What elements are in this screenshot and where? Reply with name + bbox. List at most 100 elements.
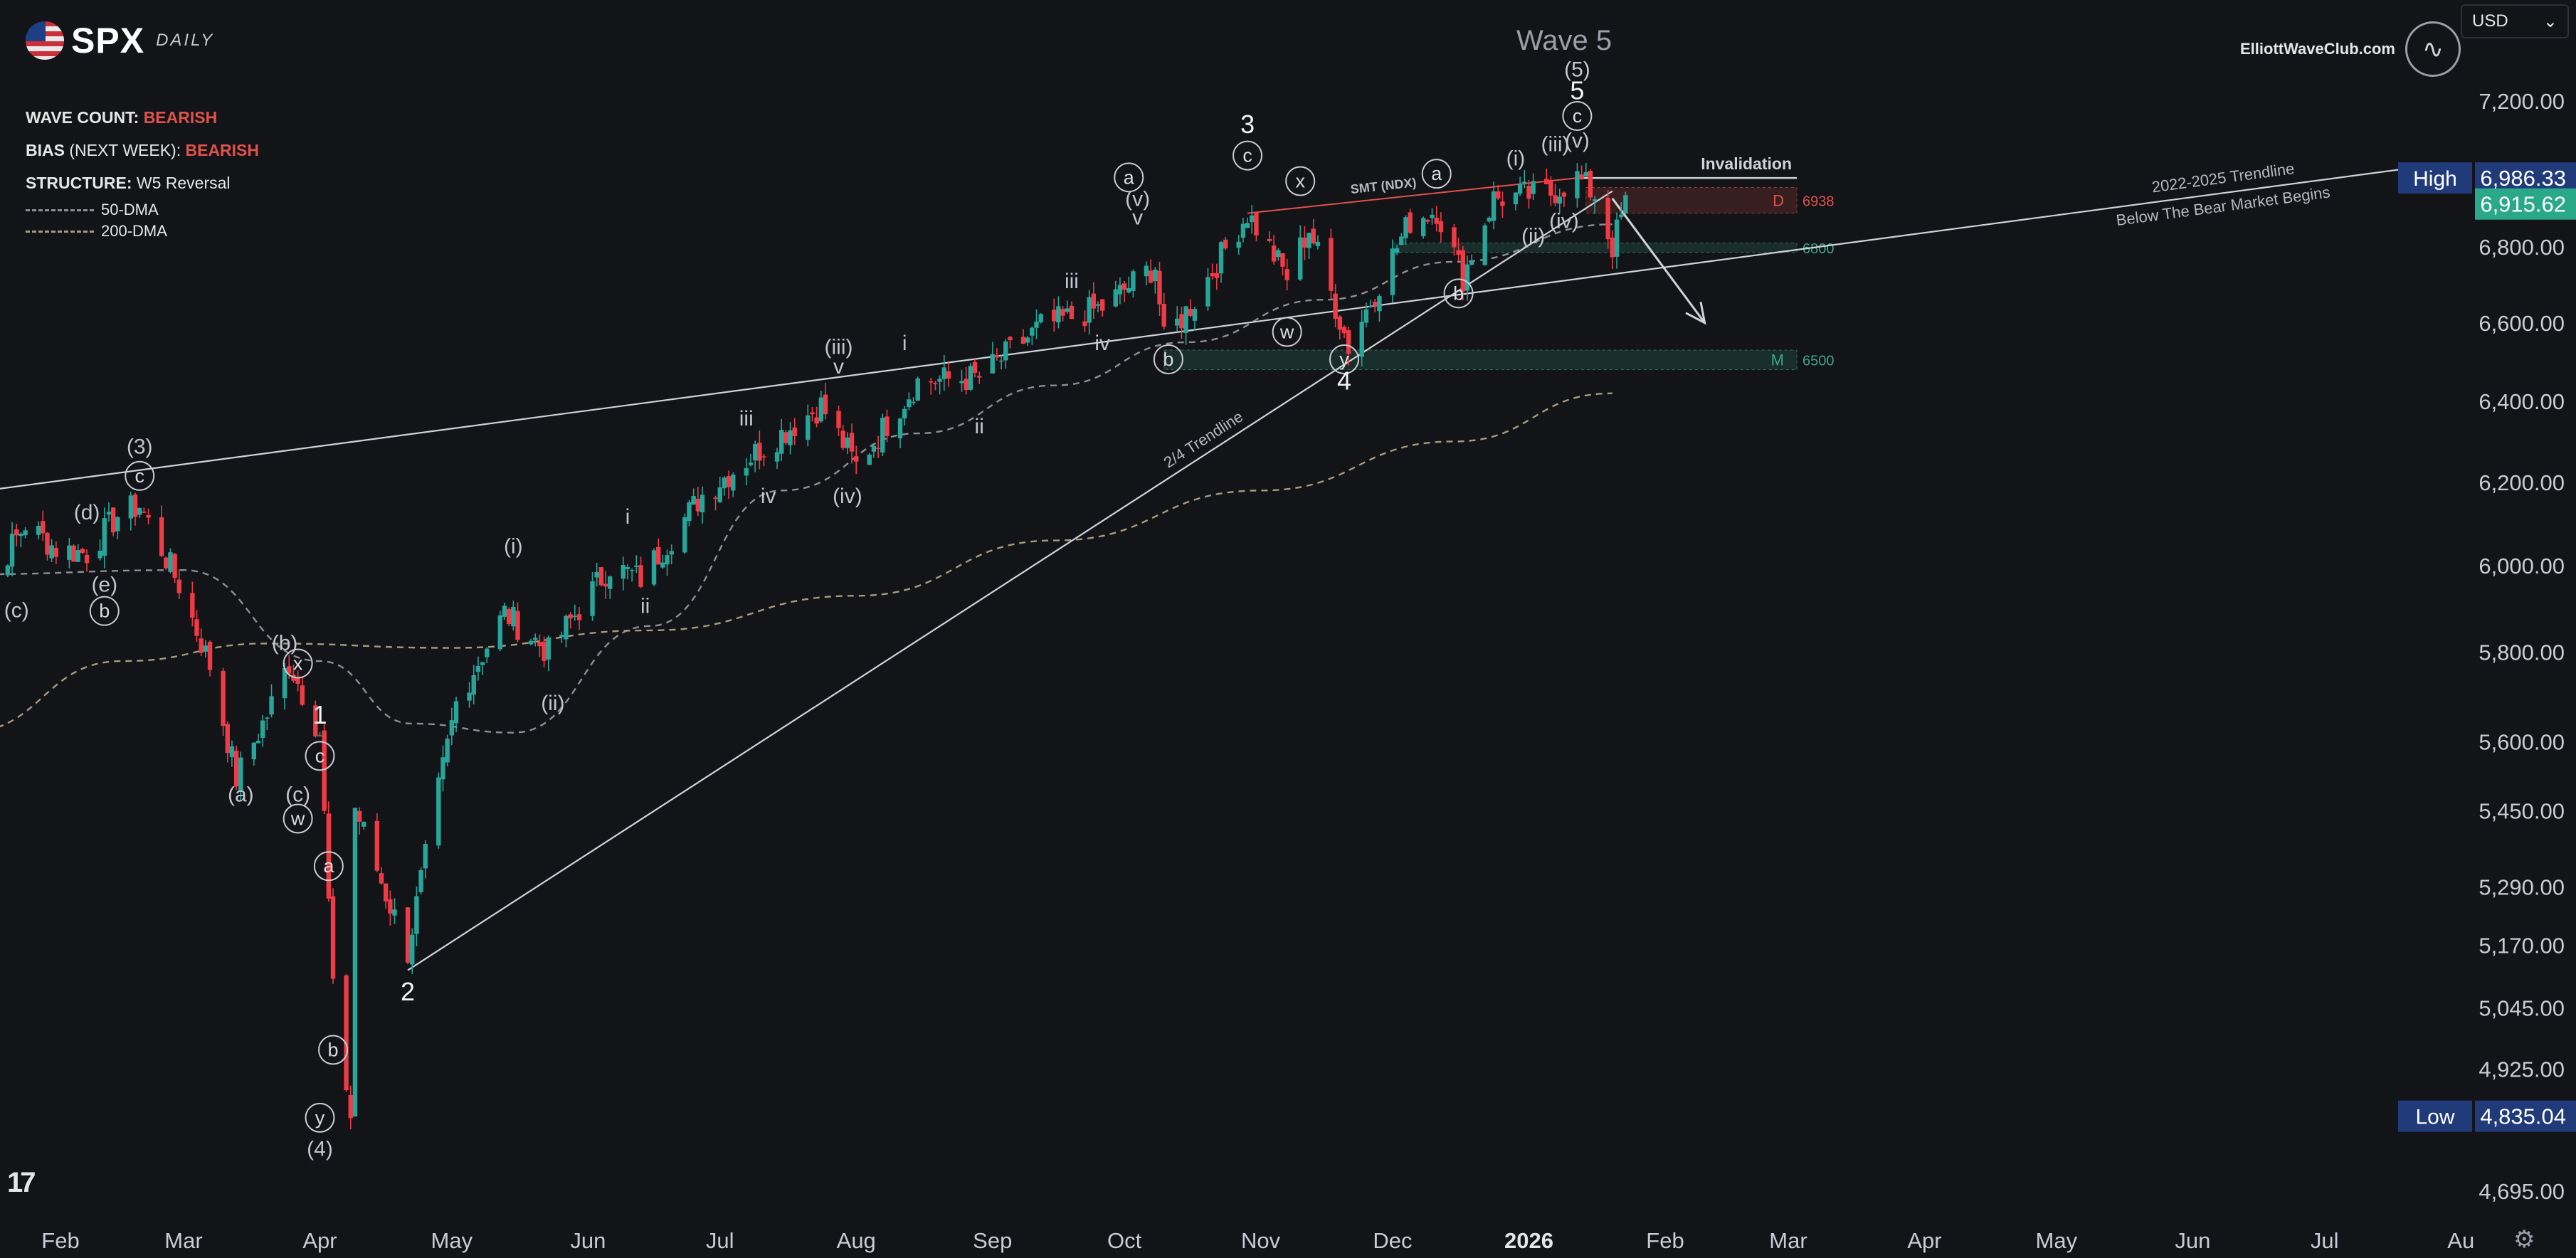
- wave-label: (iii): [825, 335, 853, 359]
- wave-circle: [125, 460, 155, 491]
- candle-body: [1175, 318, 1180, 326]
- candle-body: [515, 610, 520, 640]
- zone-label: M: [1771, 352, 1784, 369]
- y-tick-label: 5,290.00: [2479, 874, 2565, 899]
- wave-circle: [318, 1035, 349, 1065]
- wave-label: (c): [285, 783, 310, 807]
- arrow-head-icon: [1685, 302, 1706, 325]
- candle-body: [41, 521, 46, 534]
- candle-body: [287, 666, 292, 674]
- candle-body: [1254, 212, 1259, 236]
- candle-body: [1091, 293, 1097, 309]
- candle-body: [660, 562, 665, 568]
- candle-body: [1341, 327, 1347, 334]
- price-badge-bg: [2475, 188, 2576, 220]
- currency-select[interactable]: USD ⌄: [2461, 4, 2569, 38]
- candle-body: [1346, 330, 1351, 354]
- candle-body: [221, 670, 226, 726]
- price-badge-label-bg: [2398, 162, 2472, 194]
- candle-body: [36, 526, 41, 535]
- candle-body: [1329, 238, 1334, 291]
- x-tick-label: Apr: [1907, 1228, 1941, 1253]
- wave-label: b: [99, 601, 110, 622]
- wave-label: ii: [975, 415, 984, 438]
- gear-icon[interactable]: ⚙: [2513, 1226, 2535, 1253]
- candle-body: [722, 477, 727, 489]
- candle-body: [322, 730, 327, 811]
- candle-body: [75, 550, 80, 562]
- candle-body: [1522, 181, 1527, 184]
- wave-label: iv: [1094, 332, 1110, 355]
- candle-body: [1183, 306, 1188, 333]
- candle-body: [1025, 337, 1030, 343]
- candle-body: [233, 750, 239, 787]
- candle-body: [603, 583, 608, 587]
- candle-body: [1153, 269, 1158, 282]
- candle-body: [255, 741, 261, 744]
- currency-value: USD: [2472, 11, 2508, 31]
- wave-label: y: [315, 1107, 325, 1128]
- wave-circle: [1421, 159, 1452, 189]
- candle-body: [142, 512, 147, 513]
- candle-body: [1390, 248, 1395, 295]
- trendline: [0, 162, 2449, 490]
- wave-label: a: [1124, 166, 1135, 188]
- wave-label: (5): [1564, 58, 1590, 81]
- candle-body: [1087, 297, 1092, 323]
- candle-body: [972, 361, 978, 374]
- candle-body: [1610, 237, 1615, 258]
- wave-label: w: [290, 808, 305, 829]
- candle-body: [1482, 225, 1487, 265]
- candle-body: [5, 565, 11, 576]
- candle-body: [330, 896, 336, 979]
- candle-body: [164, 557, 169, 569]
- candle-body: [1408, 212, 1413, 233]
- candle-body: [1311, 228, 1316, 244]
- candle-body: [880, 418, 885, 453]
- candle-body: [752, 444, 758, 460]
- candle-body: [533, 638, 538, 640]
- candle-body: [194, 619, 199, 636]
- wave-label: (4): [307, 1138, 333, 1161]
- candle-body: [823, 394, 828, 415]
- candle-body: [1214, 273, 1220, 278]
- x-tick-label: Nov: [1241, 1228, 1281, 1253]
- x-tick-label: Jul: [706, 1228, 734, 1253]
- wave-label: (v): [1565, 129, 1590, 152]
- candle-body: [1144, 265, 1149, 277]
- wave-count-row: WAVE COUNT: BEARISH: [26, 101, 259, 134]
- us-flag-icon: [26, 21, 64, 60]
- candle-body: [1619, 214, 1624, 218]
- candle-body: [49, 545, 54, 559]
- chevron-down-icon: ⌄: [2543, 11, 2557, 31]
- wave-label: iii: [739, 407, 754, 430]
- wave-label: (i): [504, 534, 523, 558]
- candle-body: [682, 517, 687, 553]
- candle-body: [836, 411, 841, 428]
- wave-label: b: [1163, 349, 1173, 370]
- candle-body: [71, 545, 76, 562]
- tradingview-logo[interactable]: 17: [7, 1167, 36, 1198]
- bias-row: BIAS (NEXT WEEK): BEARISH: [26, 134, 259, 166]
- candle-body: [1333, 293, 1338, 319]
- wave-circle: [1562, 100, 1593, 131]
- trendline: [407, 190, 1613, 971]
- candle-body: [1399, 236, 1404, 245]
- y-tick-label: 6,600.00: [2479, 311, 2565, 336]
- x-tick-label: Dec: [1373, 1228, 1412, 1253]
- wave-label: (3): [127, 435, 153, 459]
- candle-body: [546, 637, 551, 660]
- ma-50-line: [0, 223, 1612, 734]
- candle-body: [1020, 337, 1026, 344]
- candle-body: [537, 642, 542, 647]
- candle-body: [1003, 341, 1008, 361]
- candle-body: [871, 445, 877, 452]
- candle-body: [929, 381, 934, 383]
- candle-body: [1543, 179, 1549, 184]
- y-tick-label: 6,200.00: [2479, 470, 2565, 495]
- candle-body: [168, 552, 173, 572]
- candle-body: [23, 530, 28, 536]
- candle-body: [1623, 195, 1628, 213]
- candle-body: [1592, 199, 1598, 201]
